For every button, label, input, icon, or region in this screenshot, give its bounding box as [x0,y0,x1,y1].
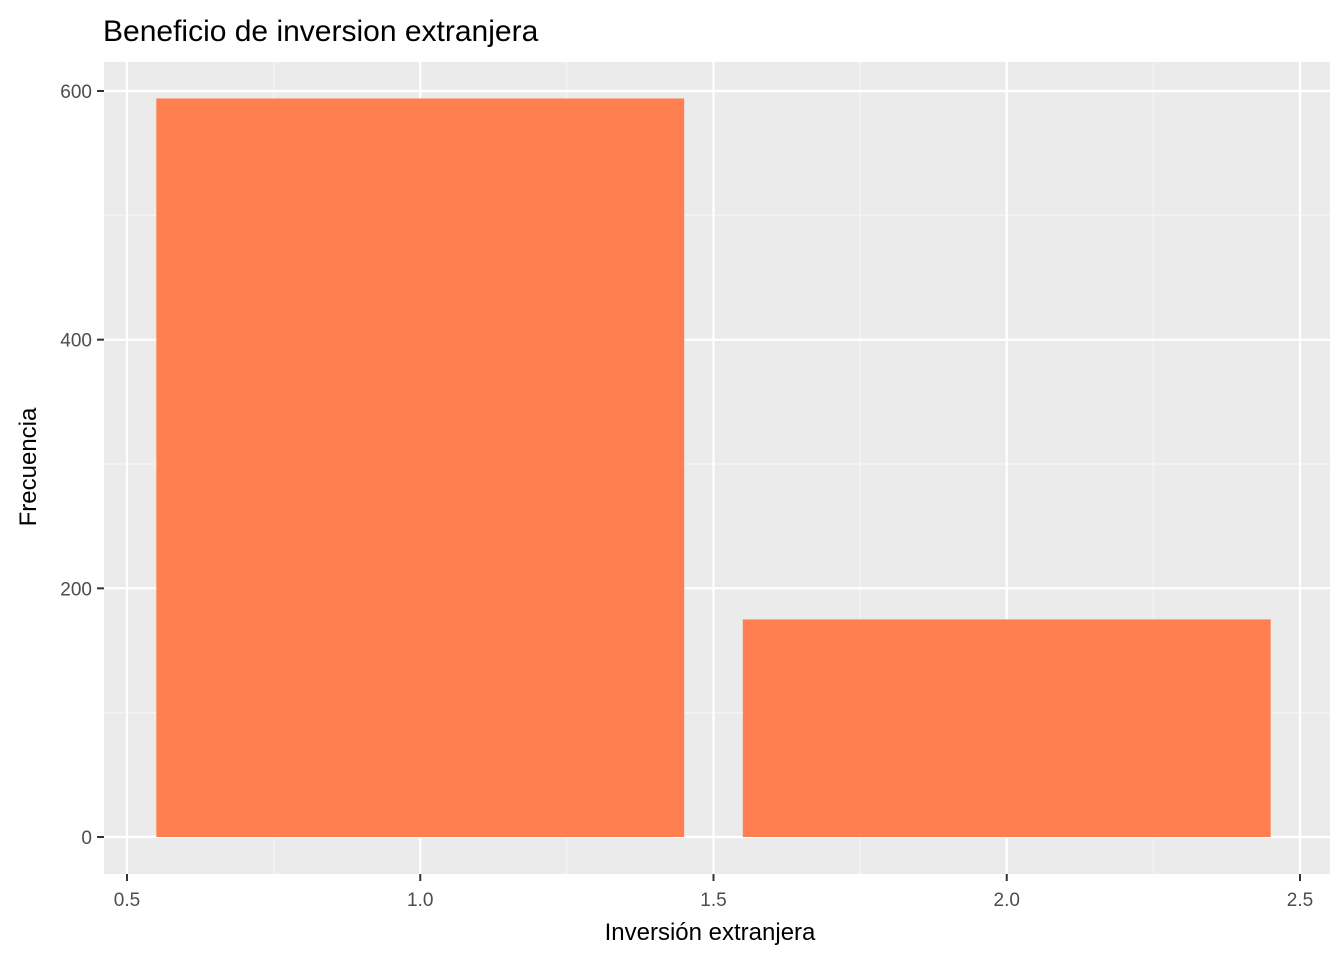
x-tick-label: 2.5 [1287,890,1313,911]
x-axis-title: Inversión extranjera [605,919,816,946]
bars [156,98,1271,837]
chart-title: Beneficio de inversion extranjera [103,15,539,48]
x-tick-label: 1.0 [407,890,433,911]
y-tick-label: 400 [60,331,92,352]
y-axis-title: Frecuencia [15,407,42,526]
y-axis: 0 200 400 600 [60,82,104,849]
x-axis: 0.5 1.0 1.5 2.0 2.5 [114,874,1313,911]
x-tick-label: 1.5 [700,890,726,911]
bar-2 [742,619,1271,837]
y-tick-label: 0 [81,828,92,849]
x-tick-label: 2.0 [994,890,1020,911]
x-tick-label: 0.5 [114,890,140,911]
y-tick-label: 200 [60,579,92,600]
bar-1 [156,98,685,837]
y-tick-label: 600 [60,82,92,103]
